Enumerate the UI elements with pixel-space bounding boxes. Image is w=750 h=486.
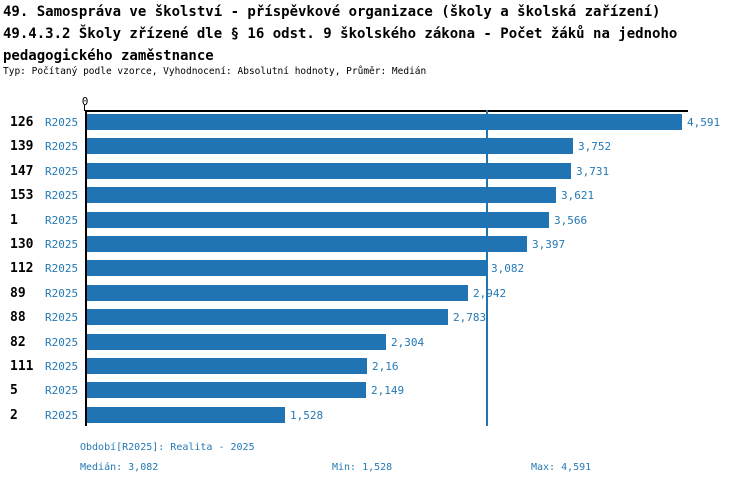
series-period-label[interactable]: R2025 [45, 116, 79, 129]
value-label: 1,528 [290, 409, 324, 422]
value-label: 3,397 [532, 238, 566, 251]
page-subtitle-wrap: pedagogického zaměstnance [3, 48, 214, 64]
category-label: 147 [10, 164, 34, 179]
bar[interactable] [87, 407, 285, 423]
bar-row: 88 R2025 2,783 [0, 309, 750, 326]
bar-row: 89 R2025 2,942 [0, 285, 750, 302]
bar[interactable] [87, 260, 486, 276]
bar[interactable] [87, 334, 386, 350]
value-label: 4,591 [687, 116, 721, 129]
bar-row: 111 R2025 2,16 [0, 358, 750, 375]
series-period-label[interactable]: R2025 [45, 287, 79, 300]
bar[interactable] [87, 114, 682, 130]
series-period-label[interactable]: R2025 [45, 238, 79, 251]
value-label: 2,304 [391, 336, 425, 349]
min-stat-label: Min: 1,528 [332, 462, 393, 473]
axis-top-line [85, 110, 688, 112]
category-label: 5 [10, 383, 18, 398]
max-stat-label: Max: 4,591 [531, 462, 592, 473]
bar[interactable] [87, 187, 556, 203]
bar-row: 147 R2025 3,731 [0, 163, 750, 180]
value-label: 3,731 [576, 165, 610, 178]
bar-row: 82 R2025 2,304 [0, 334, 750, 351]
bar[interactable] [87, 309, 448, 325]
bar[interactable] [87, 285, 468, 301]
bar[interactable] [87, 236, 527, 252]
page-title: 49. Samospráva ve školství - příspěvkové… [3, 4, 661, 20]
y-axis-line [85, 110, 87, 426]
category-label: 153 [10, 188, 34, 203]
median-stat-label: Medián: 3,082 [80, 462, 159, 473]
bar[interactable] [87, 382, 366, 398]
axis-zero-label: 0 [81, 95, 89, 108]
category-label: 130 [10, 237, 34, 252]
bar-row: 112 R2025 3,082 [0, 260, 750, 277]
bar-row: 1 R2025 3,566 [0, 212, 750, 229]
value-label: 2,783 [453, 311, 487, 324]
bar-row: 126 R2025 4,591 [0, 114, 750, 131]
value-label: 3,752 [578, 140, 612, 153]
bar-row: 2 R2025 1,528 [0, 407, 750, 424]
bar-row: 153 R2025 3,621 [0, 187, 750, 204]
value-label: 2,942 [473, 287, 507, 300]
series-period-label[interactable]: R2025 [45, 214, 79, 227]
value-label: 2,16 [372, 360, 399, 373]
category-label: 88 [10, 310, 26, 325]
category-label: 111 [10, 359, 34, 374]
page-subtitle: 49.4.3.2 Školy zřízené dle § 16 odst. 9 … [3, 26, 678, 42]
category-label: 89 [10, 286, 26, 301]
series-period-label[interactable]: R2025 [45, 336, 79, 349]
period-label: Období[R2025]: Realita - 2025 [80, 442, 255, 453]
category-label: 112 [10, 261, 34, 276]
median-line [486, 110, 488, 426]
series-period-label[interactable]: R2025 [45, 165, 79, 178]
value-label: 3,566 [554, 214, 588, 227]
value-label: 3,621 [561, 189, 595, 202]
series-period-label[interactable]: R2025 [45, 311, 79, 324]
category-label: 139 [10, 139, 34, 154]
bar[interactable] [87, 358, 367, 374]
bar-row: 5 R2025 2,149 [0, 382, 750, 399]
series-period-label[interactable]: R2025 [45, 409, 79, 422]
bar[interactable] [87, 138, 573, 154]
bar-row: 130 R2025 3,397 [0, 236, 750, 253]
category-label: 1 [10, 213, 18, 228]
axis-zero-tick [84, 105, 85, 111]
category-label: 82 [10, 335, 26, 350]
value-label: 2,149 [371, 384, 405, 397]
bar[interactable] [87, 163, 571, 179]
series-period-label[interactable]: R2025 [45, 140, 79, 153]
bar[interactable] [87, 212, 549, 228]
series-period-label[interactable]: R2025 [45, 262, 79, 275]
bar-row: 139 R2025 3,752 [0, 138, 750, 155]
category-label: 2 [10, 408, 18, 423]
series-period-label[interactable]: R2025 [45, 360, 79, 373]
series-period-label[interactable]: R2025 [45, 384, 79, 397]
chart-meta: Typ: Počítaný podle vzorce, Vyhodnocení:… [3, 66, 427, 77]
series-period-label[interactable]: R2025 [45, 189, 79, 202]
category-label: 126 [10, 115, 34, 130]
value-label: 3,082 [491, 262, 525, 275]
